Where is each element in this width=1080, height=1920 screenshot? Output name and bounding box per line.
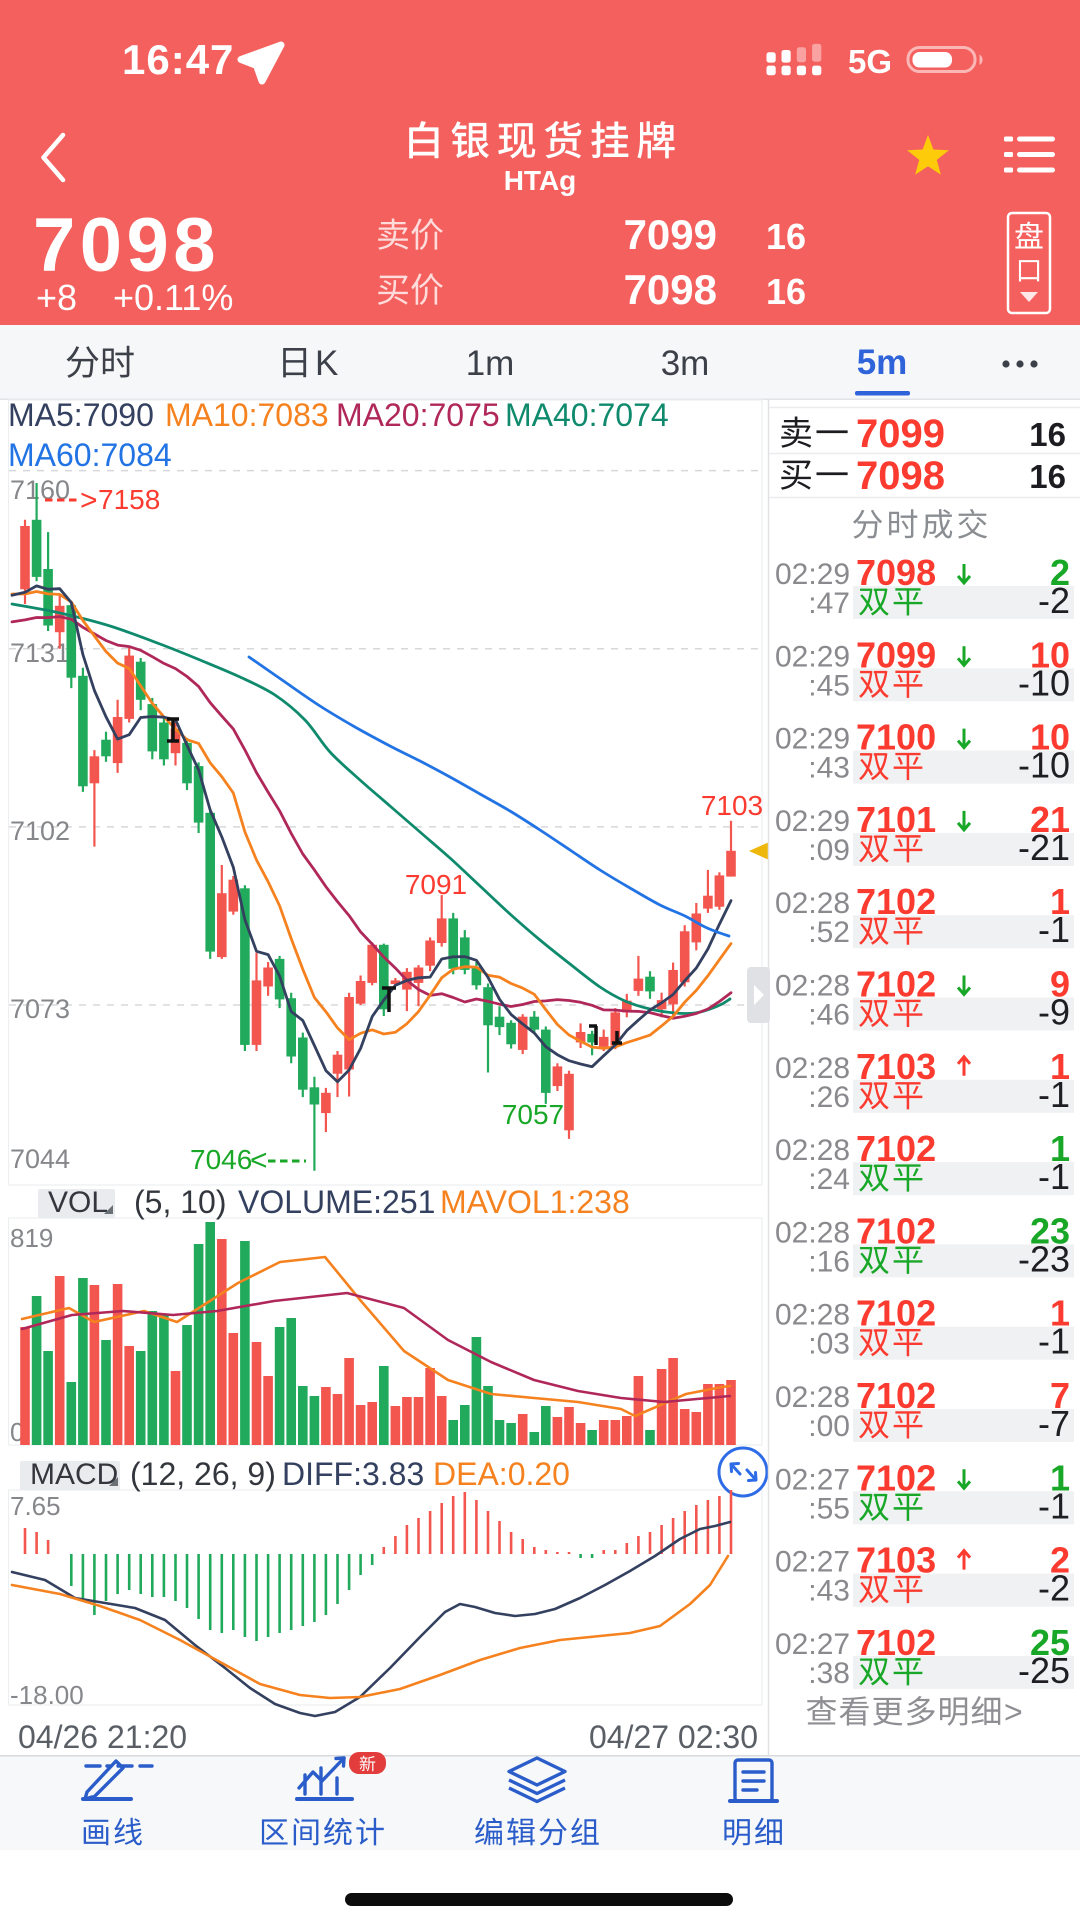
svg-text:MA40:7074: MA40:7074: [505, 397, 669, 433]
svg-text:9: 9: [1050, 964, 1070, 1005]
svg-text:MA5:7090: MA5:7090: [8, 397, 154, 433]
svg-text:HTAg: HTAg: [504, 165, 577, 196]
svg-text:<: <: [250, 1144, 268, 1177]
svg-text:02:28: 02:28: [775, 1299, 850, 1332]
svg-text:7098: 7098: [33, 203, 220, 288]
svg-text:7046: 7046: [190, 1144, 252, 1175]
svg-text:MAVOL1:238: MAVOL1:238: [440, 1184, 630, 1220]
svg-text:1m: 1m: [466, 344, 515, 383]
svg-text:+8: +8: [36, 277, 77, 318]
svg-text:-2: -2: [1038, 580, 1070, 621]
svg-text:-1: -1: [1038, 1156, 1070, 1197]
svg-text::52: :52: [808, 916, 850, 949]
svg-text:5G: 5G: [848, 43, 892, 80]
svg-text::03: :03: [808, 1328, 850, 1361]
svg-text::26: :26: [808, 1081, 850, 1114]
svg-text:MA20:7075: MA20:7075: [336, 397, 500, 433]
svg-text:-21: -21: [1018, 827, 1070, 868]
svg-text:819: 819: [10, 1223, 53, 1253]
svg-text::45: :45: [808, 669, 850, 702]
svg-text:7099: 7099: [624, 211, 717, 258]
svg-text:7098: 7098: [856, 454, 945, 498]
svg-text:-7: -7: [1038, 1403, 1070, 1444]
svg-text:02:27: 02:27: [775, 1463, 850, 1496]
svg-text::46: :46: [808, 999, 850, 1032]
svg-text:>: >: [1004, 1694, 1023, 1730]
svg-text:-23: -23: [1018, 1238, 1070, 1279]
svg-text:02:28: 02:28: [775, 1052, 850, 1085]
svg-text::55: :55: [808, 1492, 850, 1525]
svg-text::43: :43: [808, 1575, 850, 1608]
svg-text:7102: 7102: [10, 816, 70, 846]
svg-text::00: :00: [808, 1410, 850, 1443]
svg-text:02:27: 02:27: [775, 1628, 850, 1661]
svg-text:+0.11%: +0.11%: [113, 277, 233, 318]
svg-text:-1: -1: [1038, 1321, 1070, 1362]
svg-text:5m: 5m: [857, 343, 908, 382]
svg-text:MA60:7084: MA60:7084: [8, 437, 172, 473]
svg-text:02:28: 02:28: [775, 970, 850, 1003]
svg-text:7103: 7103: [701, 790, 763, 821]
svg-text:>: >: [80, 484, 98, 517]
svg-text:1: 1: [1050, 1046, 1070, 1087]
svg-text:VOLUME:251: VOLUME:251: [238, 1184, 435, 1220]
svg-text:7091: 7091: [405, 869, 467, 900]
svg-text:-9: -9: [1038, 992, 1070, 1033]
svg-text::09: :09: [808, 834, 850, 867]
svg-text:2: 2: [1050, 552, 1070, 593]
svg-text:(5, 10): (5, 10): [134, 1184, 226, 1220]
svg-text:7073: 7073: [10, 994, 70, 1024]
svg-text:02:29: 02:29: [775, 640, 850, 673]
svg-text:02:28: 02:28: [775, 1134, 850, 1167]
svg-text:02:29: 02:29: [775, 723, 850, 756]
svg-text:7.65: 7.65: [10, 1491, 61, 1521]
svg-text:-2: -2: [1038, 1568, 1070, 1609]
svg-text:DIFF:3.83: DIFF:3.83: [282, 1456, 424, 1492]
svg-text:02:29: 02:29: [775, 805, 850, 838]
svg-text:02:28: 02:28: [775, 887, 850, 920]
svg-text:1: 1: [1050, 1457, 1070, 1498]
svg-text:7057: 7057: [502, 1099, 564, 1130]
svg-text:-18.00: -18.00: [10, 1680, 84, 1710]
svg-text:VOL: VOL: [48, 1186, 108, 1219]
svg-text:02:29: 02:29: [775, 558, 850, 591]
svg-text::24: :24: [808, 1163, 850, 1196]
svg-text::38: :38: [808, 1657, 850, 1690]
svg-text:04/27 02:30: 04/27 02:30: [589, 1719, 758, 1755]
svg-text:16: 16: [1029, 416, 1066, 453]
svg-text::16: :16: [808, 1245, 850, 1278]
svg-text:16:47: 16:47: [122, 36, 234, 83]
svg-text:16: 16: [766, 271, 806, 312]
svg-text:K: K: [315, 344, 338, 383]
svg-text:-1: -1: [1038, 1074, 1070, 1115]
svg-text:7098: 7098: [624, 266, 717, 313]
svg-text:-25: -25: [1018, 1650, 1070, 1691]
svg-text:MA10:7083: MA10:7083: [165, 397, 329, 433]
svg-text:16: 16: [766, 216, 806, 257]
svg-text:MACD: MACD: [30, 1458, 118, 1491]
svg-text:02:28: 02:28: [775, 1381, 850, 1414]
svg-text:-1: -1: [1038, 909, 1070, 950]
svg-text:-10: -10: [1018, 745, 1070, 786]
svg-text:-10: -10: [1018, 662, 1070, 703]
svg-text:7131: 7131: [10, 638, 70, 668]
svg-text::43: :43: [808, 752, 850, 785]
svg-text:DEA:0.20: DEA:0.20: [433, 1456, 570, 1492]
svg-text:02:28: 02:28: [775, 1216, 850, 1249]
svg-text:7158: 7158: [98, 484, 160, 515]
svg-text:7044: 7044: [10, 1144, 70, 1174]
svg-text:3m: 3m: [661, 344, 710, 383]
svg-text:04/26 21:20: 04/26 21:20: [18, 1719, 187, 1755]
svg-text:7: 7: [1050, 1375, 1070, 1416]
svg-text:1: 1: [1050, 881, 1070, 922]
svg-text:(12, 26, 9): (12, 26, 9): [130, 1456, 276, 1492]
svg-text:2: 2: [1050, 1540, 1070, 1581]
svg-text:02:27: 02:27: [775, 1546, 850, 1579]
svg-text:16: 16: [1029, 458, 1066, 495]
svg-text::47: :47: [808, 587, 850, 620]
svg-text:1: 1: [1050, 1128, 1070, 1169]
svg-text:1: 1: [1050, 1293, 1070, 1334]
svg-text:7099: 7099: [856, 412, 945, 456]
svg-text:-1: -1: [1038, 1485, 1070, 1526]
